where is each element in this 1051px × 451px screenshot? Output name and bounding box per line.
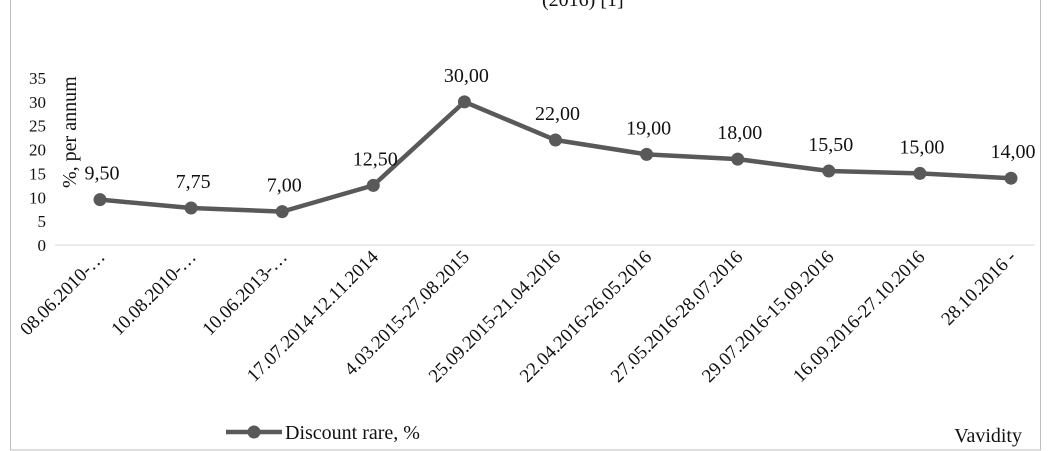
data-label: 15,50 xyxy=(808,134,853,156)
data-label: 12,50 xyxy=(353,148,398,170)
data-point xyxy=(93,193,107,207)
data-point xyxy=(457,95,471,109)
data-label: 9,50 xyxy=(85,163,120,185)
y-tick-label: 30 xyxy=(29,93,46,112)
data-point xyxy=(731,152,745,166)
x-tick-label: 10.08.2010-… xyxy=(107,247,200,340)
y-tick-label: 10 xyxy=(29,188,46,207)
data-label: 7,75 xyxy=(176,171,211,193)
y-tick-label: 35 xyxy=(29,69,46,88)
data-label: 22,00 xyxy=(535,103,580,125)
data-markers xyxy=(93,95,1018,219)
data-label: 18,00 xyxy=(717,122,762,144)
data-point xyxy=(913,166,927,180)
data-label: 19,00 xyxy=(626,117,671,139)
data-label: 15,00 xyxy=(899,136,944,158)
legend: Discount rare, % xyxy=(226,422,420,444)
legend-marker xyxy=(247,425,261,439)
chart-frame xyxy=(10,0,1041,451)
data-label: 30,00 xyxy=(444,65,489,87)
y-tick-label: 25 xyxy=(29,117,46,136)
x-tick-label: 08.06.2010-… xyxy=(16,247,109,340)
data-point xyxy=(184,201,198,215)
x-tick-labels: 08.06.2010-… 10.08.2010-… 10.06.2013-… 1… xyxy=(16,246,1020,387)
data-label: 14,00 xyxy=(991,141,1036,163)
y-tick-label: 0 xyxy=(38,236,47,255)
x-tick-label: 10.06.2013-… xyxy=(199,247,292,340)
data-point xyxy=(275,205,289,219)
y-tick-label: 5 xyxy=(38,212,47,231)
data-point xyxy=(640,147,654,161)
y-tick-labels: 0 5 10 15 20 25 30 35 xyxy=(29,69,46,255)
data-point xyxy=(549,133,562,147)
data-point xyxy=(822,164,836,178)
x-axis-label: Vavidity xyxy=(954,425,1022,447)
title-fragment: (2016) [1] xyxy=(542,0,624,11)
data-labels: 9,50 7,75 7,00 12,50 30,00 22,00 19,00 1… xyxy=(85,65,1036,197)
y-tick-label: 20 xyxy=(29,141,46,160)
y-axis-label: %, per annum xyxy=(59,76,81,188)
legend-label: Discount rare, % xyxy=(285,422,420,444)
data-point xyxy=(366,178,380,192)
x-tick-label: 28.10.2016 - xyxy=(937,247,1020,330)
y-tick-label: 15 xyxy=(29,164,46,183)
data-point xyxy=(1004,171,1018,185)
data-label: 7,00 xyxy=(267,175,302,197)
